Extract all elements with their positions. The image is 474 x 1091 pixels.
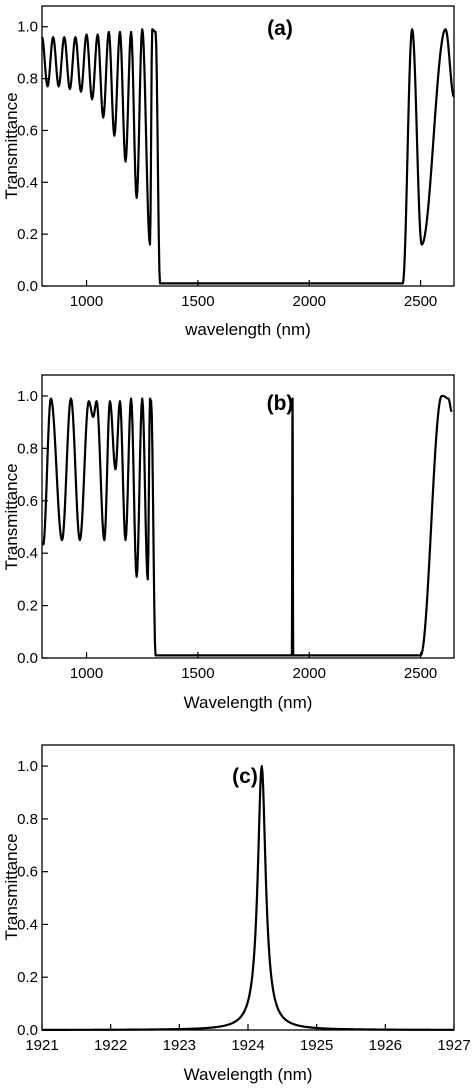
y-tick-label: 0.0: [17, 278, 38, 295]
series-line-a: [40, 28, 455, 285]
y-tick-label: 0.4: [17, 545, 38, 562]
y-tick-label: 0.2: [17, 969, 38, 986]
x-tick-label: 1922: [94, 1037, 127, 1054]
y-tick-label: 0.6: [17, 493, 38, 510]
y-tick-label: 0.6: [17, 122, 38, 139]
x-tick-label: 1924: [231, 1037, 264, 1054]
panel-label-c: (c): [232, 765, 258, 788]
series-line-b: [42, 394, 453, 657]
x-tick-label: 1923: [163, 1037, 196, 1054]
x-tick-label: 2500: [404, 665, 437, 682]
y-tick-label: 0.2: [17, 226, 38, 243]
panel-label-b: (b): [267, 392, 294, 415]
chart-panel-a: 1000 1500 2000 2500 0.00.20.40.60.81.0 (a) …: [2, 5, 455, 339]
chart-panel-b: 1000 1500 2000 2500 0.00.20.40.60.81.0 (b) …: [2, 374, 455, 712]
series-line-c: [41, 765, 455, 1031]
x-tick-label: 1921: [25, 1037, 58, 1054]
x-tick-label: 1926: [369, 1037, 402, 1054]
x-axis-title-a: wavelength (nm): [184, 320, 311, 339]
y-tick-label: 1.0: [17, 19, 38, 36]
y-tick-label: 0.8: [17, 440, 38, 457]
x-tick-label: 1500: [181, 293, 214, 310]
y-tick-label: 0.8: [17, 811, 38, 828]
plot-frame-b: [41, 374, 455, 659]
y-tick-label: 0.6: [17, 864, 38, 881]
x-tick-label: 2500: [404, 293, 437, 310]
y-tick-label: 0.4: [17, 174, 38, 191]
y-tick-label: 0.8: [17, 71, 38, 88]
x-tick-label: 1000: [70, 293, 103, 310]
x-axis-title-c: Wavelength (nm): [184, 1065, 313, 1084]
x-tick-label: 2000: [293, 665, 326, 682]
x-ticks-a: 1000 1500 2000 2500: [70, 280, 437, 310]
y-tick-label: 1.0: [17, 388, 38, 405]
chart-panel-c: 1921 1922 1923 1924 1925 1926 1927 0.00.20.40.…: [2, 744, 471, 1084]
y-tick-label: 0.0: [17, 650, 38, 667]
x-ticks-c: 1921 1922 1923 1924 1925 1926 1927: [25, 1024, 471, 1054]
plot-frame-a: [41, 5, 455, 287]
y-tick-label: 1.0: [17, 758, 38, 775]
y-tick-label: 0.0: [17, 1022, 38, 1039]
y-ticks-c: 0.0 0.2 0.4 0.6 0.8 1.0: [17, 758, 48, 1039]
x-tick-label: 2000: [293, 293, 326, 310]
y-axis-title-a: Transmittance: [2, 92, 21, 199]
x-axis-title-b: Wavelength (nm): [184, 693, 313, 712]
y-axis-title-b: Transmittance: [2, 463, 21, 570]
panel-label-a: (a): [267, 17, 293, 40]
x-tick-label: 1927: [437, 1037, 470, 1054]
x-ticks-b: 1000 1500 2000 2500: [70, 652, 437, 682]
y-ticks-b: 0.0 0.2 0.4 0.6 0.8 1.0: [17, 388, 48, 667]
y-tick-label: 0.4: [17, 916, 38, 933]
x-tick-label: 1000: [70, 665, 103, 682]
x-tick-label: 1500: [181, 665, 214, 682]
y-ticks-a: 0.0 0.2 0.4 0.6 0.8 1.0: [17, 19, 48, 295]
y-tick-label: 0.2: [17, 598, 38, 615]
y-axis-title-c: Transmittance: [2, 833, 21, 940]
x-tick-label: 1925: [300, 1037, 333, 1054]
